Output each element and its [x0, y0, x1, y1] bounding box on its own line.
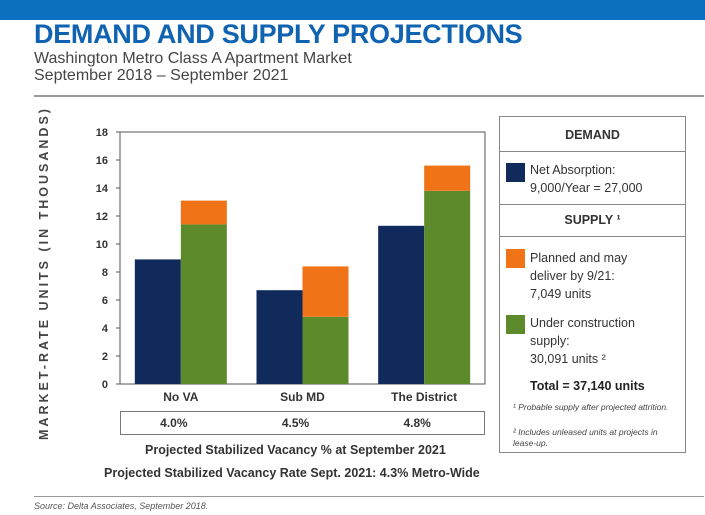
bar-net-absorption: [256, 290, 303, 384]
bar-under-construction-supply: [424, 190, 471, 384]
legend-panel: DEMAND Net Absorption: 9,000/Year = 27,0…: [499, 116, 686, 453]
vacancy-value: 4.0%: [160, 416, 188, 430]
legend-text-line: 30,091 units ²: [530, 352, 606, 366]
top-accent-bar: [0, 0, 705, 20]
legend-text-line: 9,000/Year = 27,000: [530, 181, 643, 195]
legend-item-net-absorption: Net Absorption: 9,000/Year = 27,000: [530, 161, 680, 197]
legend-swatch-planned: [506, 249, 525, 268]
bar-under-construction-supply: [302, 316, 349, 384]
bar-net-absorption: [134, 259, 181, 384]
legend-text-line: Under construction: [530, 316, 635, 330]
y-tick-label: 8: [102, 267, 108, 279]
footer-divider: [34, 496, 704, 497]
y-tick-label: 6: [102, 295, 108, 307]
legend-text-line: Planned and may: [530, 251, 628, 265]
legend-supply-header: SUPPLY ¹: [564, 213, 621, 227]
bar-planned-and-may-deliver-by-9-21: [424, 165, 471, 191]
page-subtitle-period: September 2018 – September 2021: [34, 67, 289, 84]
vacancy-caption: Projected Stabilized Vacancy % at Septem…: [145, 443, 446, 457]
bar-planned-and-may-deliver-by-9-21: [302, 266, 349, 317]
legend-divider: [500, 236, 685, 237]
legend-swatch-demand: [506, 163, 525, 182]
x-tick-label: Sub MD: [280, 390, 325, 404]
legend-footnote-1: ¹ Probable supply after projected attrit…: [513, 402, 669, 412]
legend-text-line: Net Absorption:: [530, 163, 616, 177]
page-subtitle-market: Washington Metro Class A Apartment Marke…: [34, 50, 352, 67]
y-tick-label: 12: [96, 211, 108, 223]
y-tick-label: 0: [102, 379, 108, 391]
legend-item-under-construction: Under construction supply: 30,091 units …: [530, 314, 680, 368]
legend-divider: [500, 204, 685, 205]
vacancy-value: 4.5%: [281, 416, 310, 430]
y-tick-label: 2: [102, 351, 108, 363]
bar-under-construction-supply: [180, 224, 227, 384]
bar-net-absorption: [378, 225, 425, 384]
x-tick-label: No VA: [163, 390, 198, 404]
y-tick-label: 16: [96, 155, 108, 167]
header-divider: [34, 95, 704, 97]
metro-wide-caption: Projected Stabilized Vacancy Rate Sept. …: [104, 466, 480, 480]
vacancy-value: 4.8%: [403, 416, 431, 430]
bar-planned-and-may-deliver-by-9-21: [180, 200, 227, 225]
y-tick-label: 4: [102, 323, 109, 335]
legend-total: Total = 37,140 units: [530, 379, 645, 393]
legend-item-planned: Planned and may deliver by 9/21: 7,049 u…: [530, 249, 680, 303]
legend-footnote-2: ² Includes unleased units at projects in…: [513, 427, 658, 448]
legend-text-line: supply:: [530, 334, 570, 348]
source-note: Source: Delta Associates, September 2018…: [34, 501, 209, 511]
legend-text-line: 7,049 units: [530, 287, 592, 301]
y-tick-label: 14: [96, 183, 109, 195]
y-tick-label: 18: [96, 127, 108, 139]
y-tick-label: 10: [96, 239, 108, 251]
legend-divider: [500, 151, 685, 152]
legend-demand-header: DEMAND: [565, 128, 620, 142]
page-title: DEMAND AND SUPPLY PROJECTIONS: [34, 19, 523, 49]
legend-swatch-construction: [506, 315, 525, 334]
legend-text-line: deliver by 9/21:: [530, 269, 615, 283]
vacancy-table: 4.0% 4.5% 4.8%: [120, 411, 485, 435]
x-tick-label: The District: [391, 390, 457, 404]
